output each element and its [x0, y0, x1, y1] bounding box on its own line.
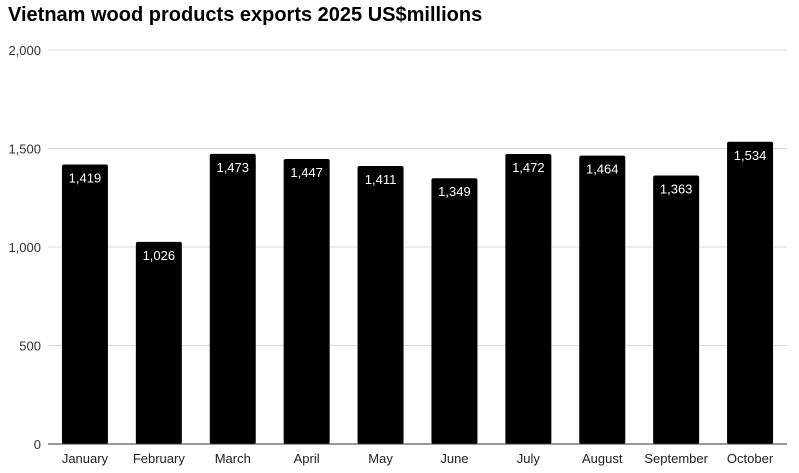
bar	[505, 154, 552, 445]
data-label: 1,447	[290, 165, 323, 180]
bar	[727, 141, 774, 444]
bar	[357, 166, 404, 444]
x-tick-label: January	[62, 451, 109, 466]
bar	[653, 175, 700, 444]
x-tick-label: June	[440, 451, 468, 466]
x-tick-label: September	[644, 451, 708, 466]
y-axis-tick-labels: 0 500 1,000 1,500 2,000	[8, 43, 41, 452]
bar	[431, 178, 478, 444]
x-tick-label: February	[133, 451, 186, 466]
bar	[61, 164, 108, 444]
bar	[579, 155, 626, 445]
x-axis-tick-labels: January February March April May June July Augu…	[62, 451, 774, 466]
data-label: 1,473	[216, 160, 249, 175]
chart-title: Vietnam wood products exports 2025 US$mi…	[8, 4, 483, 26]
data-label: 1,363	[660, 181, 693, 196]
x-tick-label: August	[582, 451, 623, 466]
y-tick-label: 1,500	[8, 142, 41, 157]
data-labels: 1,419 1,026 1,473 1,447 1,411 1,349 1,472 1,464…	[69, 148, 767, 263]
bar	[135, 241, 182, 444]
y-tick-label: 2,000	[8, 43, 41, 58]
data-label: 1,472	[512, 160, 545, 175]
x-tick-label: May	[368, 451, 393, 466]
data-label: 1,411	[365, 172, 397, 187]
x-tick-label: April	[294, 451, 320, 466]
data-label: 1,349	[438, 184, 471, 199]
y-tick-label: 500	[19, 339, 41, 354]
data-label: 1,534	[734, 148, 767, 163]
data-label: 1,464	[586, 162, 619, 177]
x-tick-label: October	[727, 451, 774, 466]
y-tick-label: 0	[34, 437, 41, 452]
bars	[61, 141, 774, 445]
x-tick-label: March	[215, 451, 251, 466]
data-label: 1,026	[143, 248, 176, 263]
data-label: 1,419	[69, 170, 102, 185]
x-tick-label: July	[517, 451, 541, 466]
bar	[209, 153, 256, 444]
y-tick-label: 1,000	[8, 240, 41, 255]
bar	[283, 158, 330, 445]
